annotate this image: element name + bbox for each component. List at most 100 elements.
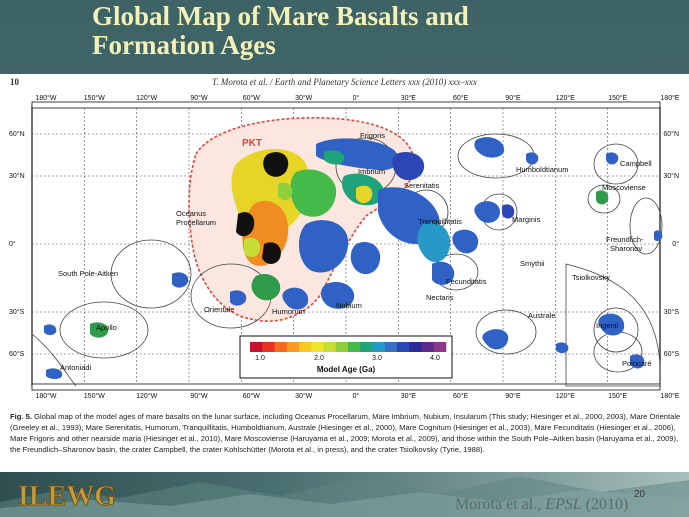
longitude-label-bottom: 90°E: [505, 392, 521, 400]
longitude-label-top: 120°W: [136, 94, 157, 102]
campbell-outline: [593, 143, 639, 185]
latitude-label-left: 60°S: [9, 350, 25, 358]
freundlich-outline: [629, 197, 663, 255]
colorbar-tick-2: 2.0: [314, 355, 324, 362]
slide-title: Global Map of Mare Basalts and Formation…: [92, 2, 652, 60]
longitude-label-bottom: 30°W: [295, 392, 313, 400]
colorbar-gradient: [250, 342, 447, 352]
longitude-label-top: 90°E: [505, 94, 521, 102]
label-nectaris: Nectaris: [426, 293, 454, 302]
slide-title-line-1: Global Map of Mare Basalts and: [92, 1, 469, 31]
citation-year: (2010): [581, 496, 629, 513]
longitude-label-top: 120°E: [556, 94, 575, 102]
colorbar-cell: [348, 342, 361, 352]
paper-page-number: 10: [10, 77, 19, 87]
label-marginis: Marginis: [512, 215, 541, 224]
logo-text: ILEWG: [18, 481, 116, 512]
latitude-label-right: 30°N: [663, 172, 679, 180]
label-spa: South Pole-Aitken: [58, 269, 118, 278]
colorbar-cell: [433, 342, 447, 352]
longitude-label-bottom: 120°W: [136, 392, 157, 400]
latitude-label-left: 60°N: [9, 130, 25, 138]
longitude-label-bottom: 0°: [353, 392, 360, 400]
moscoviense-outline: [587, 184, 621, 214]
label-tranquillitatis: Tranquillitatis: [418, 217, 462, 226]
longitude-label-bottom: 180°W: [35, 392, 56, 400]
latitude-label-right: 60°S: [664, 350, 680, 358]
citation-journal: EPSL: [545, 496, 582, 513]
region-labels: PKT Frigoris Imbrium Serenitatis Oceanus…: [58, 131, 652, 372]
colorbar-cell: [299, 342, 312, 352]
spa-outline: [110, 239, 192, 309]
ingenii-outline: [593, 307, 639, 353]
longitude-label-bottom: 60°W: [243, 392, 261, 400]
latitude-label-left: 30°N: [9, 172, 25, 180]
label-procellarum: Procellarum: [176, 218, 216, 227]
slide-title-line-2: Formation Ages: [92, 30, 276, 60]
label-poincare: Poincaré: [622, 359, 652, 368]
label-antoniadi: Antoniadi: [60, 363, 92, 372]
southeast-arc: [565, 263, 661, 387]
journal-header: T. Morota et al. / Earth and Planetary S…: [212, 77, 477, 87]
colorbar-cell: [360, 342, 373, 352]
colorbar-tick-3: 3.0: [372, 355, 382, 362]
ilewg-logo: ILEWG: [18, 481, 117, 513]
colorbar-cell: [274, 342, 288, 352]
label-tsiolkovsky: Tsiolkovsky: [572, 273, 610, 282]
longitude-label-top: 60°W: [243, 94, 261, 102]
apollo-outline: [59, 301, 149, 359]
label-apollo: Apollo: [96, 323, 117, 332]
label-moscoviense: Moscoviense: [602, 183, 646, 192]
label-sharonov: Sharonov: [610, 244, 642, 253]
longitude-label-bottom: 180°E: [660, 392, 679, 400]
longitude-label-top: 180°E: [660, 94, 679, 102]
latitude-label-left: 30°S: [9, 308, 25, 316]
longitude-label-top: 90°W: [190, 94, 208, 102]
colorbar-cell: [409, 342, 422, 352]
label-humorum: Humorum: [272, 307, 305, 316]
label-freundlich: Freundlich-: [606, 235, 644, 244]
latitude-label-right: 30°S: [664, 308, 680, 316]
top-tick-bar: [31, 101, 661, 109]
figure-caption-text: Global map of the model ages of mare bas…: [10, 412, 681, 454]
label-humboldtianum: Humboldtianum: [516, 165, 569, 174]
latitude-labels-left: 60°N 30°N 0° 30°S 60°S: [9, 130, 25, 358]
colorbar-tick-4: 4.0: [430, 355, 440, 362]
longitude-label-top: 30°E: [401, 94, 417, 102]
label-fecunditatis: Fecunditatis: [446, 277, 487, 286]
longitude-label-top: 60°E: [453, 94, 469, 102]
colorbar-label: Model Age (Ga): [317, 365, 376, 374]
footer-banner: [0, 472, 689, 517]
colorbar-cell: [323, 342, 337, 352]
longitude-label-top: 0°: [353, 94, 360, 102]
label-frigoris: Frigoris: [360, 131, 385, 140]
basin-outlines: [31, 133, 663, 387]
paper-header: 10 T. Morota et al. / Earth and Planetar…: [0, 76, 689, 90]
bottom-tick-bar: [31, 383, 661, 391]
southwest-arc: [31, 333, 77, 387]
colorbar-cell: [372, 342, 386, 352]
label-smythii: Smythii: [520, 259, 545, 268]
figure-number: Fig. 5.: [10, 412, 32, 421]
slide-number: 20: [634, 489, 646, 500]
label-australe: Australe: [528, 311, 556, 320]
label-nubium: Nubium: [336, 301, 362, 310]
colorbar-cell: [397, 342, 410, 352]
slide-citation: Morota et al., EPSL (2010): [455, 496, 628, 514]
colorbar-cell: [335, 342, 349, 352]
australe-outline: [475, 309, 537, 355]
label-imbrium: Imbrium: [358, 167, 385, 176]
longitude-label-bottom: 30°E: [401, 392, 417, 400]
longitude-label-bottom: 120°E: [556, 392, 575, 400]
colorbar-cell: [262, 342, 275, 352]
latitude-label-left: 0°: [9, 240, 16, 248]
label-ingenii: Ingenii: [596, 321, 618, 330]
mare-units: [44, 137, 663, 379]
label-serenitatis: Serenitatis: [404, 181, 440, 190]
latitude-labels-right: 60°N 30°N 0° 30°S 60°S: [663, 130, 679, 358]
colorbar-cell: [250, 342, 263, 352]
longitude-label-bottom: 90°W: [190, 392, 208, 400]
mare-basalt-map: 1.0 2.0 3.0 4.0 Model Age (Ga) 180°W 150°…: [9, 94, 680, 400]
colorbar-cell: [286, 342, 300, 352]
